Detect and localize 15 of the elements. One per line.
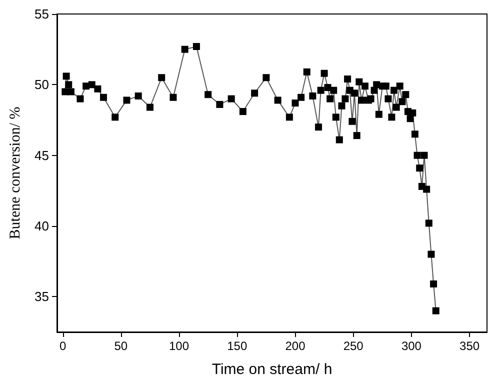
x-tick-label: 300: [401, 339, 422, 353]
y-tick-label: 45: [34, 148, 49, 163]
y-tick-label: 35: [34, 289, 49, 304]
x-tick-label: 0: [59, 339, 66, 353]
x-tick-label: 350: [460, 339, 480, 353]
x-tick-label: 200: [285, 339, 306, 353]
x-axis-title: Time on stream/ h: [212, 361, 332, 378]
y-axis-title: Butene conversion/ %: [8, 106, 24, 240]
y-tick-label: 55: [34, 6, 49, 22]
y-tick-label: 50: [34, 77, 49, 92]
y-tick-label: 40: [34, 218, 49, 234]
x-tick-label: 150: [227, 339, 248, 353]
x-tick-label: 100: [169, 339, 190, 353]
x-tick-label: 50: [114, 339, 128, 353]
x-tick-label: 250: [343, 339, 364, 353]
